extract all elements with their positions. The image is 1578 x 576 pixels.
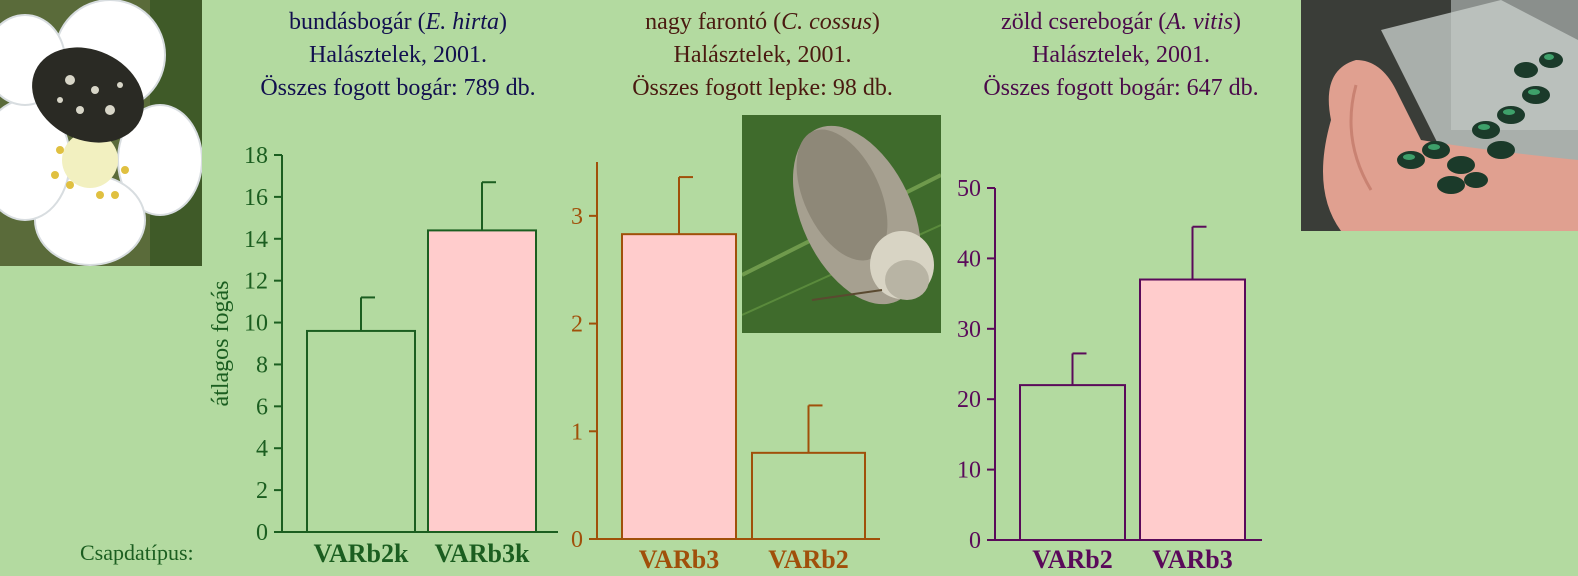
panel-1-location: Halásztelek, 2001. [309,42,487,68]
chart-2-y-tick-label: 1 [571,419,583,445]
chart-2-bar-VARb2 [751,451,866,541]
panel-2-species-latin: C. cossus [781,9,872,35]
chart-1-category-label: VARb2k [314,539,409,568]
panel-2-title-suffix: ) [871,9,880,35]
green-beetles-in-hand-photo [1301,0,1578,231]
chart-1-y-tick-label: 18 [244,143,268,169]
chart-1-y-tick-label: 4 [256,436,268,462]
panel-3-species-name: zöld cserebogár ( [1001,9,1167,35]
chart-3-category-label: VARb3 [1152,545,1232,574]
chart-1-y-tick-label: 10 [244,311,268,337]
panel-1-title-suffix: ) [498,9,507,35]
chart-1-y-axis-label: átlagos fogás [208,281,234,407]
panel-2-location: Halásztelek, 2001. [673,42,852,68]
chart-3-y-tick-label: 20 [957,387,981,413]
chart-1-y-tick-label: 6 [256,394,268,420]
panel-1-title: bundásbogár (E. hirta) Halásztelek, 2001… [210,6,586,105]
chart-1-y-tick-label: 12 [244,269,268,295]
panel-2-total: Összes fogott lepke: 98 db. [632,75,893,101]
chart-2-y-tick-label: 3 [571,204,583,230]
panel-3-total: Összes fogott bogár: 647 db. [983,75,1259,101]
panel-2-title: nagy farontó (C. cossus) Halásztelek, 20… [590,6,935,105]
panel-3-species-latin: A. vitis [1166,9,1233,35]
chart-2-y-tick-label: 2 [571,312,583,338]
chart-1-y-tick-label: 14 [244,227,268,253]
chart-3-y-tick-label: 30 [957,317,981,343]
bee-on-blossom-photo [0,0,202,266]
moth-on-leaf-photo [742,115,941,333]
chart-3-bar-VARb3 [1139,278,1246,541]
chart-3-y-tick-label: 50 [957,176,981,202]
chart-3-y-tick-label: 40 [957,246,981,272]
panel-3-title-suffix: ) [1232,9,1241,35]
panel-3-title: zöld cserebogár (A. vitis) Halásztelek, … [940,6,1302,105]
trap-type-label: Csapdatípus: [80,540,194,565]
panel-1-species-name: bundásbogár ( [289,9,426,35]
panel-1-species-latin: E. hirta [425,9,499,35]
chart-2-bar-VARb3 [621,233,737,540]
panel-3-location: Halásztelek, 2001. [1032,42,1210,68]
chart-1-y-tick-label: 8 [256,352,268,378]
chart-2-category-label: VARb2 [768,545,848,574]
chart-1-bar-VARb3k [427,229,537,533]
chart-1-y-tick-label: 0 [256,520,268,546]
chart-3-category-label: VARb2 [1032,545,1112,574]
panel-1-total: Összes fogott bogár: 789 db. [260,75,536,101]
chart-3-y-tick-label: 10 [957,458,981,484]
chart-1-y-tick-label: 16 [244,185,268,211]
chart-3-bar-VARb2 [1019,384,1126,541]
chart-1-category-label: VARb3k [435,539,530,568]
chart-2-category-label: VARb3 [639,545,719,574]
chart-3-y-tick-label: 0 [969,528,981,554]
chart-1-y-tick-label: 2 [256,478,268,504]
chart-1-bar-VARb2k [306,329,416,533]
chart-2-y-tick-label: 0 [571,527,583,553]
panel-2-species-name: nagy farontó ( [645,9,782,35]
